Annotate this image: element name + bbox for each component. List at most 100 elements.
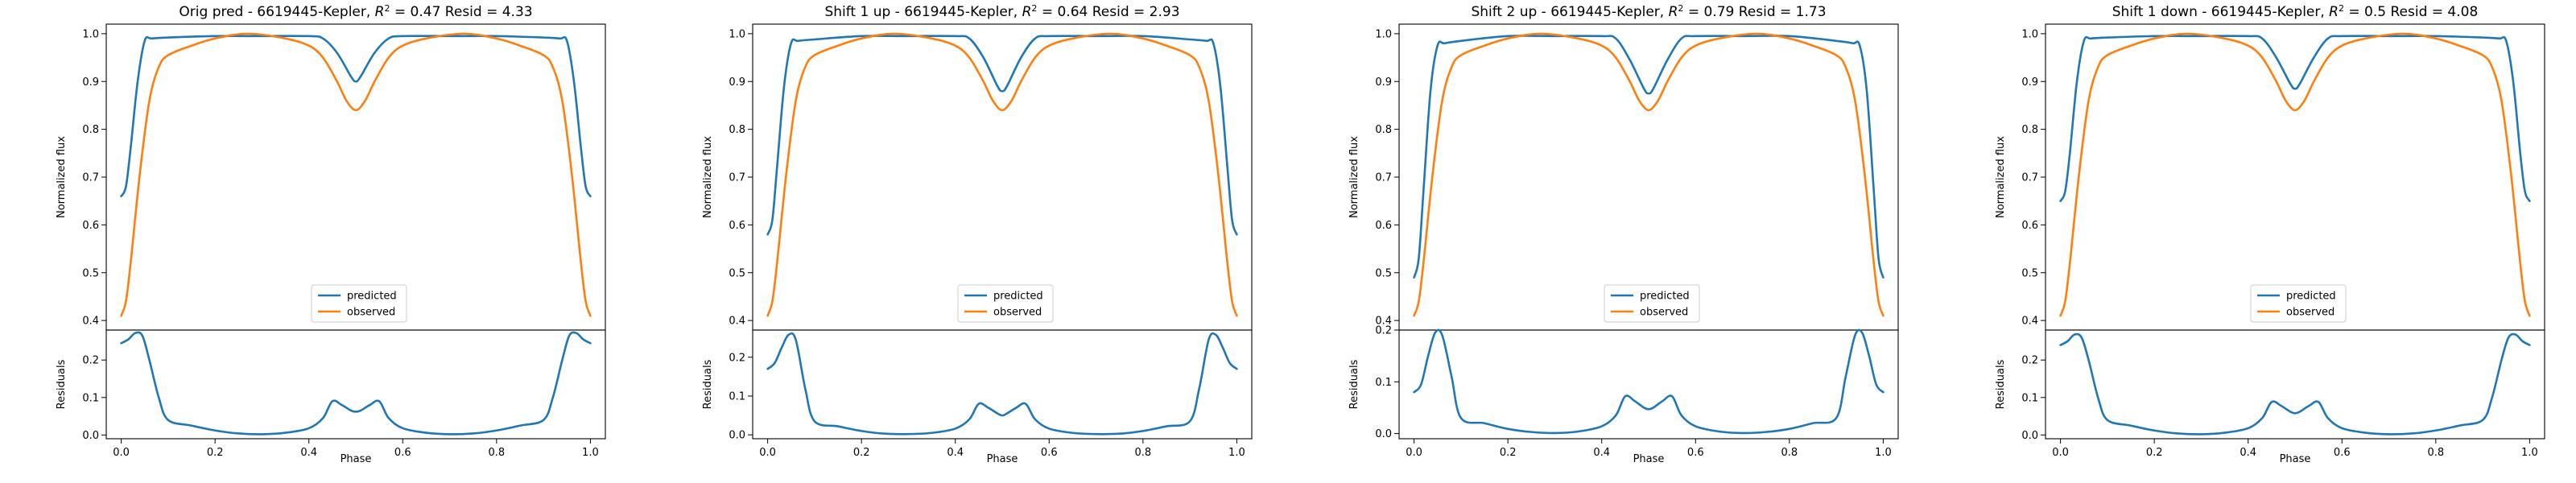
x-tick-label: 0.2: [853, 447, 870, 459]
title-r2-value: 0.64: [1057, 4, 1088, 20]
y-tick-label-top: 0.9: [729, 76, 745, 89]
y-tick-label-top: 0.5: [729, 267, 745, 279]
y-tick-label-bottom: 0.1: [1375, 377, 1392, 389]
y-tick-label-top: 0.7: [729, 172, 745, 184]
x-tick-label: 0.6: [1041, 447, 1058, 459]
series-line-predicted: [1413, 35, 1885, 279]
title-resid: Resid = 4.08: [2386, 4, 2478, 20]
y-axis-label-top: Normalized flux: [56, 136, 68, 218]
x-tick-label: 0.2: [207, 447, 224, 459]
x-tick-label: 1.0: [2521, 447, 2538, 459]
chart-panel-2: Shift 1 up - 6619445-Kepler, R2 = 0.64 R…: [702, 3, 1253, 465]
x-tick-label: 0.2: [2146, 447, 2163, 459]
residual-axes-frame: [1398, 329, 1899, 440]
title-r2-symbol: R: [375, 4, 385, 20]
x-tick-label: 0.0: [2052, 447, 2069, 459]
legend-frame: [957, 284, 1054, 323]
y-tick-label-top: 1.0: [2021, 28, 2038, 40]
top-axes-frame: [2045, 23, 2545, 331]
legend-label-observed: observed: [347, 307, 395, 319]
x-axis-label: Phase: [341, 453, 372, 465]
title-equals: =: [390, 4, 410, 20]
y-tick-label-top: 0.9: [2021, 76, 2038, 89]
legend-label-predicted: predicted: [347, 291, 397, 303]
x-tick-label: 0.8: [2427, 447, 2444, 459]
legend-label-observed: observed: [993, 307, 1042, 319]
title-r2-exponent: 2: [1678, 3, 1683, 14]
residual-axes-frame: [2045, 329, 2545, 440]
title-resid: Resid = 2.93: [1088, 4, 1179, 20]
x-tick-label: 0.6: [2334, 447, 2351, 459]
y-tick-label-bottom: 0.0: [2021, 430, 2038, 442]
legend-label-predicted: predicted: [2286, 291, 2336, 303]
title-equals: =: [1683, 4, 1703, 20]
top-axes-frame: [752, 23, 1253, 331]
x-tick-label: 0.4: [1593, 447, 1610, 459]
legend-label-observed: observed: [1640, 307, 1688, 319]
y-axis-label-bottom: Residuals: [1348, 359, 1360, 409]
y-tick-label-top: 0.8: [1375, 124, 1392, 136]
series-line-predicted: [766, 35, 1238, 236]
y-tick-label-bottom: 0.1: [2021, 392, 2038, 404]
x-tick-label: 1.0: [1875, 447, 1892, 459]
chart-title: Shift 1 down - 6619445-Kepler, R2 = 0.5 …: [2112, 3, 2479, 21]
x-tick-label: 0.4: [300, 447, 317, 459]
y-tick-label-bottom: 0.2: [82, 355, 99, 367]
y-tick-label-bottom: 0.0: [729, 430, 745, 442]
x-axis-label: Phase: [1633, 453, 1665, 465]
chart-title: Shift 2 up - 6619445-Kepler, R2 = 0.79 R…: [1471, 3, 1826, 21]
series-line-residual: [2059, 332, 2531, 436]
title-text: Orig pred - 6619445-Kepler,: [179, 4, 374, 20]
x-axis-label: Phase: [2280, 453, 2311, 465]
y-tick-label-top: 0.6: [1375, 220, 1392, 232]
legend-label-observed: observed: [2286, 307, 2334, 319]
chart-panel-1: Orig pred - 6619445-Kepler, R2 = 0.47 Re…: [56, 3, 606, 465]
title-resid: Resid = 4.33: [440, 4, 532, 20]
series-line-predicted: [120, 35, 592, 198]
title-text: Shift 1 up - 6619445-Kepler,: [824, 4, 1022, 20]
title-r2-symbol: R: [1669, 4, 1678, 20]
y-axis-label-top: Normalized flux: [1995, 136, 2007, 218]
chart-title: Shift 1 up - 6619445-Kepler, R2 = 0.64 R…: [824, 3, 1179, 21]
y-tick-label-top: 1.0: [1375, 28, 1392, 40]
y-tick-label-top: 0.6: [729, 220, 745, 232]
title-resid: Resid = 1.73: [1734, 4, 1826, 20]
y-tick-label-bottom: 0.2: [2021, 355, 2038, 367]
series-line-observed: [1413, 32, 1885, 317]
y-tick-label-bottom: 0.0: [82, 430, 99, 442]
y-tick-label-top: 0.8: [82, 124, 99, 136]
chart-panel-4: Shift 1 down - 6619445-Kepler, R2 = 0.5 …: [1995, 3, 2545, 465]
legend-label-predicted: predicted: [1640, 291, 1690, 303]
legend: predicted observed: [2250, 284, 2347, 323]
x-tick-label: 1.0: [1228, 447, 1245, 459]
legend: predicted observed: [1604, 284, 1700, 323]
y-axis-label-bottom: Residuals: [702, 359, 714, 409]
y-axis-label-top: Normalized flux: [1348, 136, 1360, 218]
y-axis-label-top: Normalized flux: [702, 136, 714, 218]
series-line-residual: [766, 332, 1238, 436]
y-tick-label-bottom: 0.2: [729, 352, 745, 364]
y-tick-label-top: 0.7: [2021, 172, 2038, 184]
y-tick-label-top: 1.0: [82, 28, 99, 40]
title-r2-symbol: R: [2329, 4, 2339, 20]
legend-label-predicted: predicted: [993, 291, 1043, 303]
y-tick-label-top: 0.8: [2021, 124, 2038, 136]
legend: predicted observed: [311, 284, 407, 323]
x-tick-label: 0.8: [1781, 447, 1798, 459]
x-axis-label: Phase: [987, 453, 1018, 465]
title-text: Shift 1 down - 6619445-Kepler,: [2112, 4, 2329, 20]
legend-frame: [311, 284, 407, 323]
y-tick-label-top: 0.9: [1375, 76, 1392, 89]
y-tick-label-top: 0.8: [729, 124, 745, 136]
title-r2-symbol: R: [1022, 4, 1032, 20]
title-equals: =: [2344, 4, 2364, 20]
title-r2-exponent: 2: [1031, 3, 1037, 14]
title-text: Shift 2 up - 6619445-Kepler,: [1471, 4, 1668, 20]
legend: predicted observed: [957, 284, 1054, 323]
x-tick-label: 1.0: [582, 447, 599, 459]
y-tick-label-top: 0.9: [82, 76, 99, 89]
top-axes-frame: [105, 23, 606, 331]
legend-frame: [2250, 284, 2347, 323]
y-tick-label-top: 0.4: [729, 316, 745, 328]
series-line-residual: [120, 331, 592, 436]
